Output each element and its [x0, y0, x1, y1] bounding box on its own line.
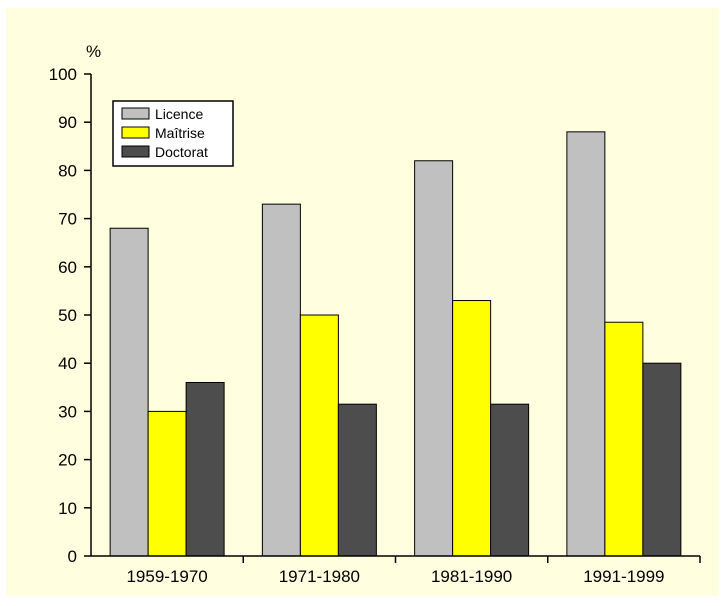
x-tick-label: 1971-1980	[279, 567, 360, 586]
x-tick-label: 1959-1970	[126, 567, 207, 586]
y-tick-label: 30	[58, 402, 77, 421]
y-tick-label: 60	[58, 258, 77, 277]
y-tick-label: 80	[58, 161, 77, 180]
y-tick-label: 10	[58, 499, 77, 518]
bar-licence-1991-1999	[566, 131, 606, 557]
legend-swatch-licence	[121, 107, 150, 120]
bar-maitrise-1971-1980	[299, 314, 339, 557]
y-tick-label: 0	[68, 547, 77, 566]
y-tick-label: 40	[58, 354, 77, 373]
legend: Licence Maîtrise Doctorat	[112, 100, 234, 167]
bar-licence-1981-1990	[414, 160, 454, 557]
y-tick-label: 90	[58, 113, 77, 132]
bar-maitrise-1991-1999	[604, 321, 644, 557]
y-tick-label: 20	[58, 451, 77, 470]
legend-label-maitrise: Maîtrise	[155, 125, 205, 141]
y-tick-label: 70	[58, 210, 77, 229]
bar-maitrise-1981-1990	[452, 300, 492, 557]
legend-swatch-maitrise	[121, 126, 150, 139]
x-tick-label: 1991-1999	[583, 567, 664, 586]
bars	[109, 131, 682, 557]
x-tick-label: 1981-1990	[431, 567, 512, 586]
legend-label-licence: Licence	[155, 106, 203, 122]
bar-licence-1971-1980	[261, 203, 301, 557]
legend-label-doctorat: Doctorat	[155, 144, 208, 160]
y-tick-label: 100	[49, 65, 77, 84]
bar-doctorat-1959-1970	[185, 381, 225, 557]
x-axis-ticks: 1959-1970 1971-1980 1981-1990 1991-1999	[126, 556, 701, 586]
bar-licence-1959-1970	[109, 227, 149, 557]
bar-maitrise-1959-1970	[147, 410, 187, 557]
bar-doctorat-1991-1999	[642, 362, 682, 557]
y-tick-label: 50	[58, 306, 77, 325]
y-axis-label: %	[86, 42, 101, 61]
legend-swatch-doctorat	[121, 145, 150, 158]
y-axis-ticks: 0 10 20 30 40 50 60 70 80 90 100	[49, 65, 91, 566]
bar-doctorat-1981-1990	[490, 403, 530, 557]
bar-doctorat-1971-1980	[337, 403, 377, 557]
